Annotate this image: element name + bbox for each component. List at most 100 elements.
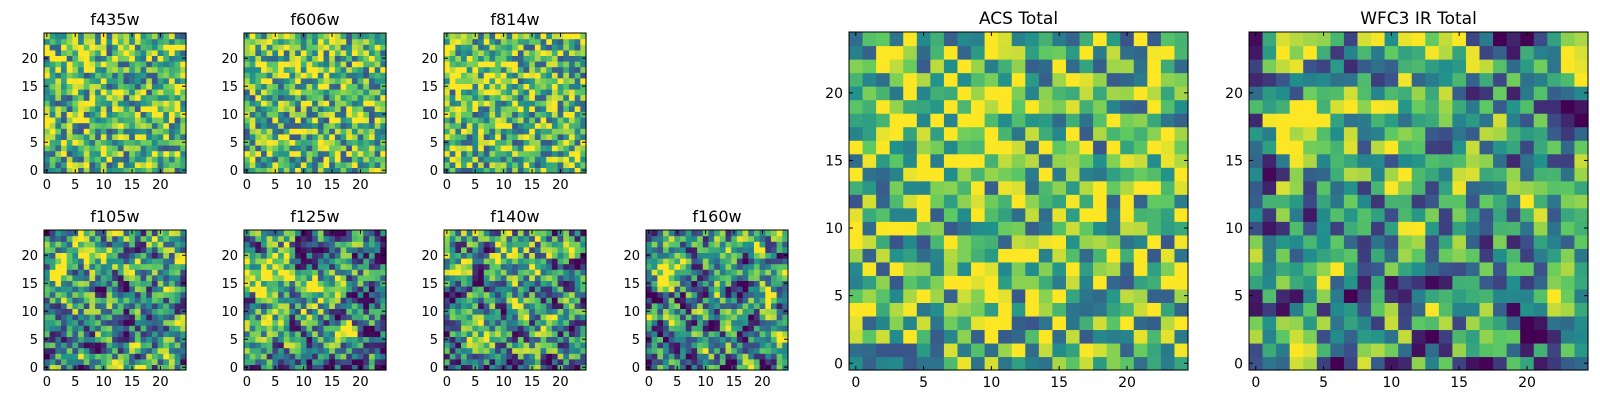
y-tick-label: 15 xyxy=(221,277,238,292)
heatmap-cell xyxy=(1106,234,1121,249)
heatmap-cell xyxy=(61,72,68,79)
heatmap-cell xyxy=(568,128,576,135)
heatmap-cell xyxy=(466,111,473,118)
heatmap-cell xyxy=(782,302,789,309)
heatmap-cell xyxy=(100,263,108,270)
heatmap-cell xyxy=(876,342,891,358)
heatmap-cell xyxy=(736,342,744,349)
heatmap-cell xyxy=(563,38,570,45)
heatmap-cell xyxy=(146,353,153,360)
heatmap-cell xyxy=(95,269,102,276)
heatmap-cell xyxy=(306,55,313,62)
heatmap-cell xyxy=(168,246,176,253)
heatmap-cell xyxy=(523,235,530,242)
heatmap-cell xyxy=(651,274,658,281)
x-tick-label: 15 xyxy=(324,178,341,193)
heatmap-cell xyxy=(753,241,761,248)
heatmap-cell xyxy=(500,72,508,79)
y-tick-label: 20 xyxy=(21,52,38,67)
heatmap-cell xyxy=(244,319,251,326)
heatmap-cell xyxy=(380,49,387,56)
heatmap-cell xyxy=(89,128,96,135)
heatmap-cell xyxy=(849,288,864,303)
heatmap-cell xyxy=(444,105,451,112)
heatmap-cell xyxy=(261,133,268,140)
heatmap-cell xyxy=(334,342,342,349)
heatmap-cell xyxy=(300,44,308,51)
heatmap-cell xyxy=(998,342,1013,358)
heatmap-cell xyxy=(123,38,130,45)
heatmap-cell xyxy=(317,44,325,51)
heatmap-cell xyxy=(1065,234,1081,249)
heatmap-cell xyxy=(368,319,376,326)
heatmap-cell xyxy=(278,291,285,298)
heatmap-cell xyxy=(574,33,581,40)
heatmap-cell xyxy=(1011,194,1026,209)
heatmap-cell xyxy=(529,258,536,265)
heatmap-cell xyxy=(351,246,359,253)
heatmap-cell xyxy=(1106,302,1121,317)
heatmap-cell xyxy=(289,291,296,298)
heatmap-cell xyxy=(523,128,530,135)
heatmap-cell xyxy=(517,72,525,79)
heatmap-cell xyxy=(249,72,256,79)
heatmap-cell xyxy=(495,353,502,360)
heatmap-cell xyxy=(714,347,721,354)
heatmap-cell xyxy=(112,358,119,365)
heatmap-cell xyxy=(483,38,491,45)
heatmap-cell xyxy=(506,297,513,304)
heatmap-cell xyxy=(129,55,136,62)
heatmap-cell xyxy=(680,252,687,259)
heatmap-cell xyxy=(255,319,262,326)
heatmap-cell xyxy=(357,252,364,259)
heatmap-cell xyxy=(563,145,570,152)
heatmap-cell xyxy=(89,291,96,298)
heatmap-cell xyxy=(95,66,102,73)
heatmap-cell xyxy=(943,234,959,249)
heatmap-cell xyxy=(657,353,664,360)
heatmap-cell xyxy=(83,139,91,146)
heatmap-cell xyxy=(95,33,102,40)
heatmap-cell xyxy=(574,246,581,253)
heatmap-cell xyxy=(61,252,68,259)
heatmap-cell xyxy=(495,133,502,140)
heatmap-cell xyxy=(340,342,347,349)
heatmap-cell xyxy=(770,235,778,242)
heatmap-cell xyxy=(736,319,744,326)
x-tick-label: 20 xyxy=(552,178,569,193)
heatmap-cell xyxy=(244,330,251,337)
heatmap-cell xyxy=(529,133,536,140)
heatmap-cell xyxy=(702,246,710,253)
heatmap-cell xyxy=(765,342,772,349)
heatmap-cell xyxy=(78,100,85,107)
heatmap-cell xyxy=(943,261,959,276)
heatmap-cell xyxy=(66,105,73,112)
heatmap-cell xyxy=(368,286,376,293)
heatmap-cell xyxy=(83,49,91,56)
heatmap-cell xyxy=(295,38,302,45)
heatmap-cell xyxy=(351,111,359,118)
heatmap-cell xyxy=(770,280,778,287)
heatmap-cell xyxy=(461,241,468,248)
heatmap-cell xyxy=(651,314,658,321)
heatmap-cell xyxy=(255,128,262,135)
heatmap-cell xyxy=(134,33,142,40)
heatmap-cell xyxy=(55,246,62,253)
heatmap-cell xyxy=(61,161,68,168)
heatmap-cell xyxy=(278,235,285,242)
heatmap-cell xyxy=(357,330,364,337)
heatmap-cell xyxy=(266,297,273,304)
heatmap-cell xyxy=(957,329,972,344)
heatmap-cell xyxy=(517,347,525,354)
heatmap-cell xyxy=(568,83,576,90)
heatmap-cell xyxy=(157,133,164,140)
heatmap-cell xyxy=(168,230,176,237)
heatmap-cell xyxy=(363,325,370,332)
heatmap-cell xyxy=(266,274,273,281)
heatmap-cell xyxy=(163,325,170,332)
heatmap-cell xyxy=(83,291,91,298)
heatmap-cell xyxy=(295,252,302,259)
heatmap-cell xyxy=(563,128,570,135)
heatmap-cell xyxy=(249,105,256,112)
heatmap-cell xyxy=(61,342,68,349)
